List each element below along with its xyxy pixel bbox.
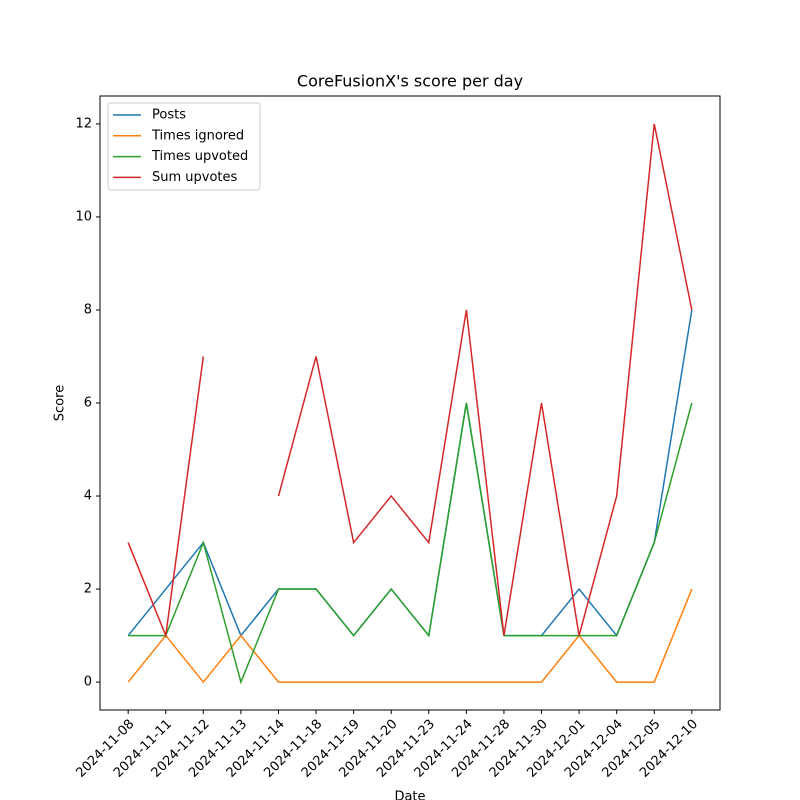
legend-label: Times ignored (151, 128, 244, 143)
series-line (127, 309, 693, 638)
y-tick-label: 0 (84, 675, 92, 690)
y-tick-label: 6 (84, 396, 92, 411)
legend-box (107, 102, 261, 191)
y-tick-label: 4 (84, 489, 92, 504)
legend-label: Times upvoted (151, 149, 248, 164)
y-tick-label: 10 (75, 209, 92, 224)
y-axis-label: Score (53, 385, 68, 421)
x-axis-label: Date (394, 790, 425, 800)
series-line (127, 123, 693, 639)
series-line (128, 402, 693, 685)
legend-label: Sum upvotes (152, 170, 238, 185)
series-line (127, 588, 693, 684)
legend-label: Posts (152, 108, 186, 123)
chart-title: CoreFusionX's score per day (297, 72, 523, 91)
y-tick-label: 12 (75, 116, 92, 131)
plot-frame (99, 95, 721, 711)
y-tick-label: 8 (84, 302, 92, 317)
y-tick-label: 2 (84, 582, 92, 597)
